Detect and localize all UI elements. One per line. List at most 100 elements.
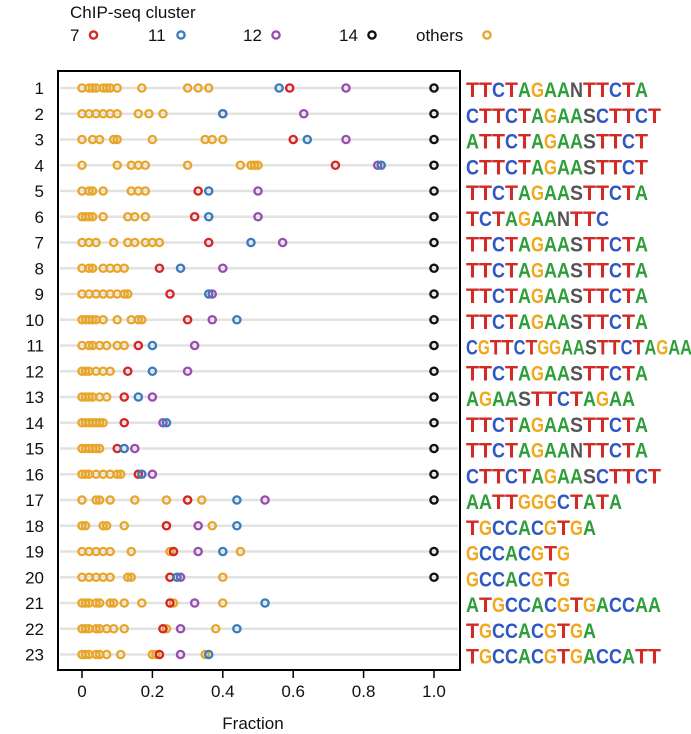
motif-letter: A — [518, 234, 531, 257]
point-others — [115, 649, 126, 660]
motif-letter: A — [544, 311, 557, 334]
motif-letter: C — [609, 259, 622, 282]
point-others — [133, 314, 144, 325]
motif-letter: A — [583, 388, 596, 411]
point-others — [207, 134, 218, 145]
point-others — [112, 314, 122, 325]
motif-letter: S — [570, 259, 583, 282]
motif-letter: A — [505, 208, 518, 231]
point-others — [77, 160, 87, 171]
row-label: 5 — [35, 182, 44, 201]
motif-letter: A — [505, 543, 518, 566]
motif-letter: T — [518, 131, 531, 154]
point-others — [133, 108, 144, 119]
motif-letter: A — [544, 182, 557, 205]
motif-letter: S — [518, 388, 531, 411]
motif-letter: T — [479, 440, 492, 463]
motif-letter: G — [544, 517, 557, 540]
point-others — [87, 83, 98, 93]
motif-letter: T — [505, 440, 518, 463]
point-cluster-11 — [217, 546, 228, 557]
motif-letter: T — [622, 362, 635, 385]
motif-letter: A — [635, 414, 648, 437]
motif-letter: C — [505, 594, 518, 617]
motif-letter: G — [518, 491, 531, 514]
motif-letter: A — [635, 79, 648, 102]
point-others — [119, 520, 130, 531]
motif-letter: T — [466, 620, 479, 643]
motif-letter: C — [479, 543, 492, 566]
motif-letter: G — [544, 105, 557, 128]
point-others — [129, 237, 140, 248]
legend: 7 11 12 14 others — [70, 26, 492, 45]
point-others — [137, 598, 147, 608]
point-cluster-12 — [277, 237, 288, 248]
point-cluster-12 — [147, 392, 158, 402]
motif-letter: T — [648, 105, 661, 128]
motif-letter: A — [466, 131, 479, 154]
legend-title: ChIP-seq cluster — [70, 3, 196, 22]
point-others — [80, 366, 91, 377]
motif-letter: C — [531, 646, 544, 669]
point-cluster-14 — [429, 108, 439, 119]
motif-letter: C — [609, 311, 622, 334]
point-cluster-14 — [429, 340, 439, 351]
motif-letter: T — [635, 131, 648, 154]
motif-letter: A — [648, 594, 661, 617]
point-cluster-14 — [429, 572, 439, 583]
motif-letter: C — [518, 568, 531, 591]
point-cluster-14 — [429, 366, 439, 377]
motif-letter: G — [531, 543, 544, 566]
motif-letter: T — [492, 156, 505, 179]
motif-letter: T — [596, 259, 609, 282]
motif-letter: C — [479, 568, 492, 591]
point-cluster-12 — [147, 469, 158, 480]
motif-letter: T — [479, 414, 492, 437]
motif-letter: C — [492, 543, 505, 566]
point-cluster-14 — [429, 134, 439, 145]
point-others — [84, 186, 94, 196]
motif-letter: G — [479, 646, 492, 669]
point-others — [200, 649, 210, 660]
motif-letter: A — [680, 337, 691, 360]
motif-letter: A — [635, 362, 648, 385]
motif-letter: A — [544, 414, 557, 437]
motif-letter: A — [570, 465, 583, 488]
motif-letter: T — [596, 311, 609, 334]
point-cluster-7 — [182, 314, 193, 325]
motif-letter: T — [505, 311, 518, 334]
point-cluster-11 — [274, 83, 284, 93]
point-cluster-7 — [168, 546, 179, 557]
point-others — [94, 495, 105, 505]
point-others — [165, 546, 175, 557]
motif-letter: T — [622, 440, 635, 463]
motif-letter: A — [466, 491, 479, 514]
point-others — [210, 623, 221, 634]
point-cluster-12 — [207, 314, 218, 325]
point-cluster-7 — [154, 649, 165, 660]
x-tick-label: 0.4 — [211, 682, 235, 701]
motif-letter: T — [609, 156, 622, 179]
motif-letter: T — [583, 440, 596, 463]
motif-letter: C — [505, 156, 518, 179]
motif-letter: T — [479, 131, 492, 154]
motif-letter: G — [492, 594, 505, 617]
plot-panel — [57, 70, 461, 671]
motif-letter: A — [518, 79, 531, 102]
motif-letter: T — [583, 208, 596, 231]
point-cluster-11 — [232, 495, 242, 505]
motif-letter: T — [518, 156, 531, 179]
row-label: 4 — [35, 156, 44, 175]
point-others — [105, 546, 115, 557]
row-label: 19 — [25, 543, 44, 562]
motif-letter: A — [557, 234, 570, 257]
motif-letter: G — [544, 465, 557, 488]
point-others — [101, 392, 112, 402]
